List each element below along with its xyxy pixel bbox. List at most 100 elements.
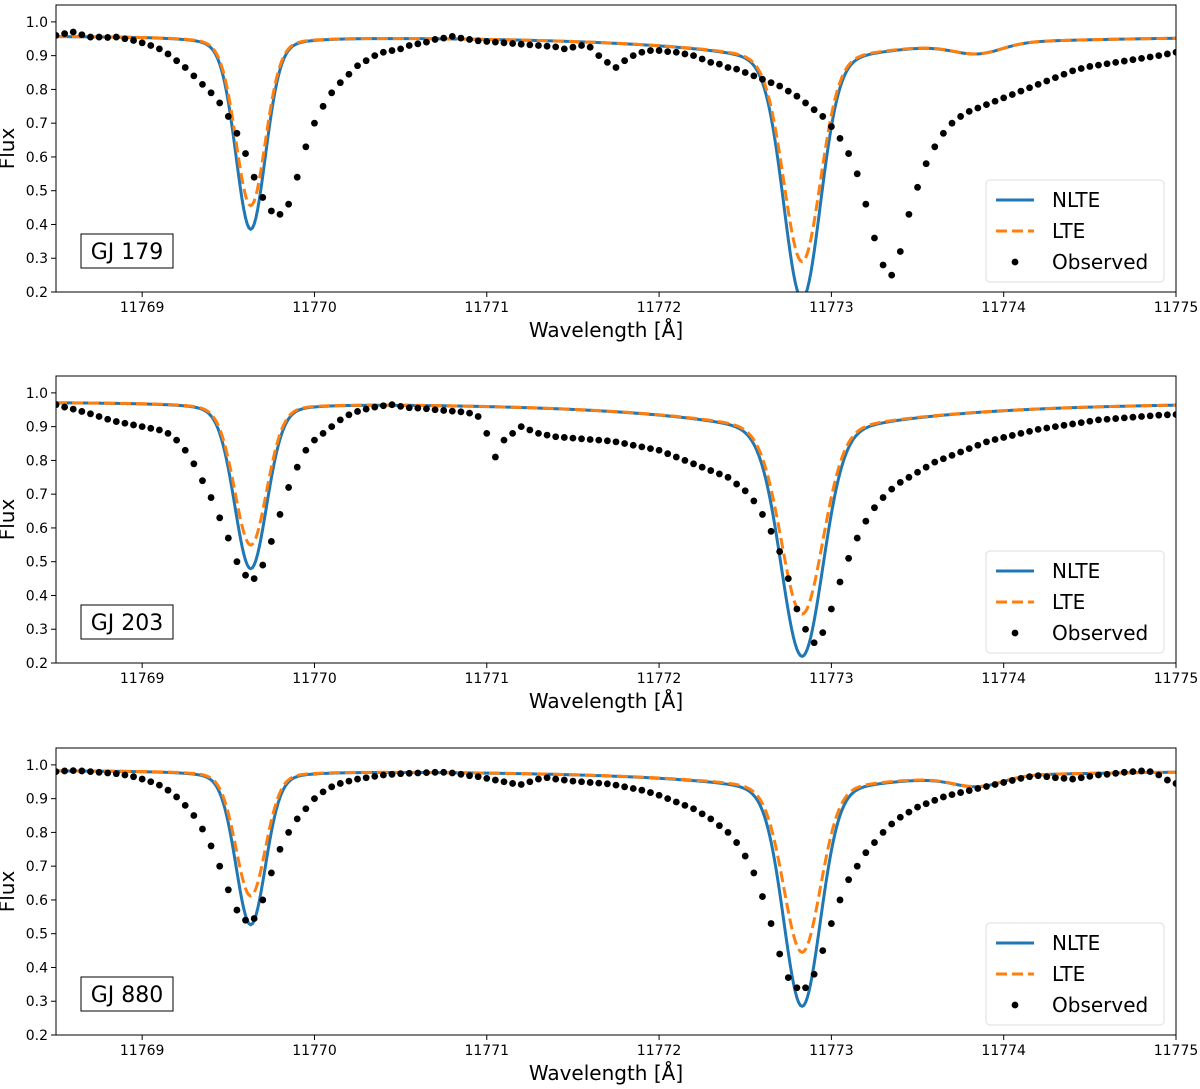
observed-point	[836, 134, 844, 142]
observed-point	[1008, 432, 1016, 439]
observed-point	[1086, 417, 1094, 425]
observed-point	[784, 974, 792, 981]
observed-point	[612, 781, 620, 789]
observed-point	[181, 446, 189, 454]
observed-point	[61, 403, 69, 411]
observed-point	[345, 411, 353, 419]
observed-point	[827, 920, 835, 927]
observed-point	[983, 438, 990, 446]
observed-point	[207, 842, 215, 850]
observed-point	[267, 538, 275, 545]
observed-point	[914, 468, 921, 476]
y-axis-label: Flux	[0, 128, 19, 170]
observed-point	[1172, 780, 1176, 787]
observed-point	[130, 773, 137, 781]
observed-point	[397, 770, 405, 778]
observed-point	[362, 57, 370, 65]
observed-point	[767, 79, 775, 87]
observed-point	[311, 119, 318, 127]
observed-point	[767, 527, 775, 535]
observed-point	[121, 35, 129, 43]
observed-point	[293, 815, 301, 823]
y-tick-label: 0.9	[26, 792, 48, 808]
observed-point	[1069, 420, 1077, 428]
observed-point	[991, 781, 999, 788]
observed-point	[405, 769, 413, 777]
observed-point	[190, 460, 198, 468]
observed-point	[681, 457, 689, 464]
observed-point	[1129, 768, 1137, 776]
observed-point	[164, 786, 172, 794]
observed-point	[448, 33, 456, 40]
x-tick-label: 11769	[120, 1043, 165, 1059]
observed-point	[724, 829, 732, 836]
observed-point	[974, 785, 982, 792]
observed-point	[1034, 425, 1042, 433]
observed-point	[61, 767, 69, 775]
observed-point	[939, 793, 947, 801]
observed-point	[1051, 423, 1059, 431]
observed-point	[612, 438, 620, 446]
observed-point	[233, 129, 241, 137]
observed-point	[948, 791, 956, 798]
observed-point	[423, 769, 430, 777]
observed-point	[1190, 410, 1197, 417]
x-tick-label: 11773	[809, 300, 854, 316]
observed-point	[715, 470, 723, 478]
observed-point	[733, 839, 741, 846]
observed-point	[1000, 94, 1008, 102]
observed-point	[250, 575, 258, 582]
observed-point	[1190, 45, 1197, 52]
observed-point	[1120, 768, 1128, 776]
observed-point	[922, 160, 930, 168]
observed-point	[1103, 770, 1111, 778]
legend-observed-swatch	[1011, 629, 1019, 637]
observed-point	[862, 200, 870, 208]
observed-point	[896, 248, 904, 255]
observed-point	[371, 403, 379, 411]
observed-point	[750, 72, 758, 80]
observed-point	[319, 430, 327, 437]
y-tick-label: 0.5	[26, 927, 48, 943]
observed-point	[871, 839, 878, 846]
x-tick-label: 11774	[981, 671, 1026, 687]
observed-point	[707, 467, 715, 474]
observed-point	[1026, 427, 1033, 435]
observed-point	[517, 781, 525, 788]
observed-point	[147, 424, 155, 432]
observed-point	[121, 771, 129, 779]
observed-point	[1112, 415, 1120, 422]
observed-point	[155, 45, 163, 53]
observed-point	[965, 787, 973, 794]
observed-point	[224, 534, 232, 542]
observed-point	[1120, 414, 1128, 422]
observed-point	[526, 778, 534, 786]
observed-point	[78, 767, 86, 775]
observed-point	[491, 38, 499, 46]
observed-point	[181, 802, 189, 809]
observed-point	[603, 437, 611, 445]
y-tick-label: 0.6	[26, 893, 48, 909]
x-tick-label: 11771	[464, 671, 509, 687]
observed-point	[733, 480, 741, 488]
observed-point	[655, 446, 663, 454]
observed-point	[130, 421, 137, 429]
observed-point	[1146, 768, 1154, 776]
observed-point	[95, 768, 103, 776]
observed-point	[1008, 777, 1016, 784]
observed-point	[759, 893, 766, 900]
observed-point	[1181, 47, 1188, 54]
observed-point	[457, 34, 465, 42]
observed-point	[1181, 782, 1188, 789]
observed-point	[552, 775, 560, 783]
observed-point	[1129, 56, 1137, 64]
star-label: GJ 203	[91, 611, 164, 636]
y-tick-label: 0.5	[26, 184, 48, 200]
observed-point	[888, 820, 896, 828]
observed-point	[595, 52, 603, 60]
observed-point	[259, 194, 267, 201]
y-tick-label: 0.7	[26, 859, 48, 875]
observed-point	[207, 494, 215, 501]
observed-point	[759, 75, 766, 83]
x-tick-label: 11771	[464, 300, 509, 316]
